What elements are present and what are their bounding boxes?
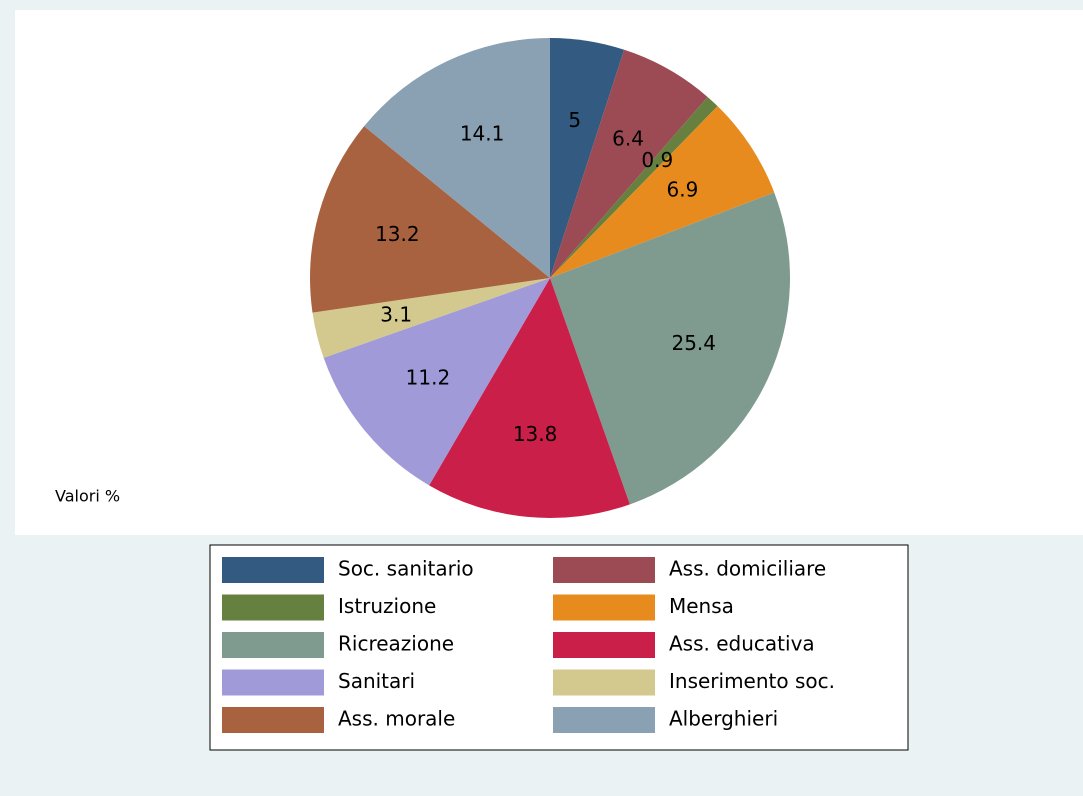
slice-label: 11.2 [406,365,451,389]
slice-label: 25.4 [671,331,716,355]
pie-slice [550,192,791,505]
legend-swatch [222,707,324,733]
legend-swatch [553,594,655,621]
legend-label: Mensa [669,594,734,618]
slice-label: 13.8 [513,422,558,446]
pie-slice [550,96,718,278]
legend-label: Soc. sanitario [338,557,474,581]
legend-swatch [222,594,324,621]
pie-slice [312,278,550,358]
pie-slice [323,278,550,486]
legend-swatch [553,632,655,658]
pie-slice [550,49,708,279]
legend-label: Sanitari [338,669,415,693]
legend-swatch [553,557,655,583]
pie-slice [310,126,550,313]
slice-label: 14.1 [460,121,505,145]
legend-label: Ass. morale [338,707,455,731]
pie-slice [364,38,550,278]
pie-slice [429,278,630,518]
legend-label: Ass. educativa [669,632,815,656]
slice-label: 6.9 [666,178,698,202]
legend-label: Ass. domiciliare [669,557,826,581]
slice-label: 13.2 [375,222,420,246]
legend-label: Ricreazione [338,632,454,656]
legend-label: Istruzione [338,594,436,618]
legend-swatch [553,707,655,733]
legend-swatch [222,632,324,658]
legend-swatch [553,669,655,696]
pie-slice [550,106,775,278]
slice-label: 6.4 [612,127,644,151]
note: Valori % [55,487,120,506]
legend-label: Inserimento soc. [669,669,835,693]
legend-swatch [222,557,324,583]
slice-label: 0.9 [641,148,673,172]
pie-slice [550,38,625,278]
slice-label: 5 [568,108,581,132]
slice-label: 3.1 [380,302,412,326]
legend-label: Alberghieri [669,707,778,731]
legend-swatch [222,669,324,696]
